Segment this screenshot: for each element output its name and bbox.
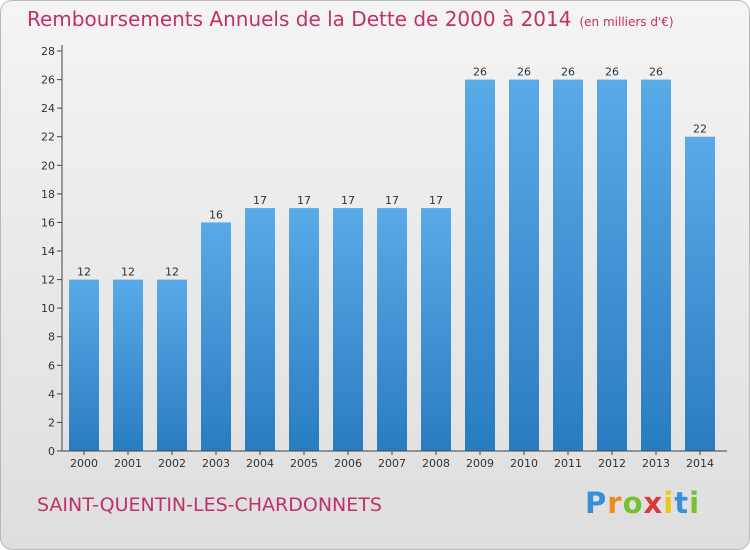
axes-group: 2000 2001 2002 2003 2004 2005 2006 2007 2008 2009… <box>41 45 727 470</box>
value-label-2009: 26 <box>473 66 487 79</box>
bar-2012 <box>597 79 627 451</box>
value-label-2008: 17 <box>429 194 443 207</box>
y-tick-label-2: 2 <box>48 416 55 429</box>
value-label-2004: 17 <box>253 194 267 207</box>
town-name: SAINT-QUENTIN-LES-CHARDONNETS <box>37 494 382 516</box>
bar-2007 <box>377 208 407 451</box>
logo-letter: t <box>674 486 690 520</box>
y-tick-label-10: 10 <box>41 302 55 315</box>
y-tick-label-6: 6 <box>48 359 55 372</box>
x-tick-label-2009: 2009 <box>466 457 494 470</box>
bar-2001 <box>113 279 143 451</box>
value-label-2000: 12 <box>77 266 91 279</box>
y-tick-label-22: 22 <box>41 131 55 144</box>
x-tick-label-2004: 2004 <box>246 457 274 470</box>
logo-letter: r <box>607 486 623 520</box>
value-label-2011: 26 <box>561 66 575 79</box>
value-label-2014: 22 <box>693 123 707 136</box>
x-tick-label-2006: 2006 <box>334 457 362 470</box>
y-tick-label-0: 0 <box>48 445 55 458</box>
y-tick-label-4: 4 <box>48 388 55 401</box>
value-label-2005: 17 <box>297 194 311 207</box>
y-tick-label-28: 28 <box>41 45 55 58</box>
value-label-2006: 17 <box>341 194 355 207</box>
bar-2009 <box>465 79 495 451</box>
y-tick-label-14: 14 <box>41 245 55 258</box>
value-label-2001: 12 <box>121 266 135 279</box>
y-tick-label-24: 24 <box>41 102 55 115</box>
bar-2004 <box>245 208 275 451</box>
bar-2002 <box>157 279 187 451</box>
logo-letter: i <box>689 486 701 520</box>
x-tick-label-2000: 2000 <box>70 457 98 470</box>
bar-2014 <box>685 136 715 451</box>
bar-2013 <box>641 79 671 451</box>
x-tick-label-2002: 2002 <box>158 457 186 470</box>
value-label-2002: 12 <box>165 266 179 279</box>
y-tick-label-20: 20 <box>41 159 55 172</box>
x-tick-label-2001: 2001 <box>114 457 142 470</box>
logo-letter: i <box>663 486 675 520</box>
y-tick-label-8: 8 <box>48 331 55 344</box>
value-label-2007: 17 <box>385 194 399 207</box>
x-tick-label-2003: 2003 <box>202 457 230 470</box>
chart-title-text: Remboursements Annuels de la Dette de 20… <box>27 7 572 31</box>
y-tick-label-26: 26 <box>41 74 55 87</box>
y-tick-label-12: 12 <box>41 274 55 287</box>
value-label-2012: 26 <box>605 66 619 79</box>
x-tick-label-2013: 2013 <box>642 457 670 470</box>
bar-2003 <box>201 222 231 451</box>
x-tick-label-2010: 2010 <box>510 457 538 470</box>
x-tick-label-2005: 2005 <box>290 457 318 470</box>
bar-2005 <box>289 208 319 451</box>
bar-2011 <box>553 79 583 451</box>
value-label-2003: 16 <box>209 208 223 221</box>
logo-letter: x <box>643 486 664 520</box>
bar-2000 <box>69 279 99 451</box>
x-tick-label-2014: 2014 <box>686 457 714 470</box>
x-tick-label-2012: 2012 <box>598 457 626 470</box>
bar-2010 <box>509 79 539 451</box>
x-tick-label-2007: 2007 <box>378 457 406 470</box>
logo-letter: o <box>622 486 644 520</box>
chart-unit-label: (en milliers d'€) <box>579 15 674 29</box>
bar-2008 <box>421 208 451 451</box>
y-tick-label-16: 16 <box>41 216 55 229</box>
x-tick-label-2011: 2011 <box>554 457 582 470</box>
bars-group: 12 12 12 16 17 17 17 17 17 26 26 26 26 26 22 <box>69 66 715 451</box>
proxiti-logo: Proxiti <box>585 486 700 520</box>
y-tick-label-18: 18 <box>41 188 55 201</box>
chart-title: Remboursements Annuels de la Dette de 20… <box>27 7 674 31</box>
value-label-2013: 26 <box>649 66 663 79</box>
x-tick-label-2008: 2008 <box>422 457 450 470</box>
value-label-2010: 26 <box>517 66 531 79</box>
logo-letter: P <box>585 486 608 520</box>
bar-2006 <box>333 208 363 451</box>
